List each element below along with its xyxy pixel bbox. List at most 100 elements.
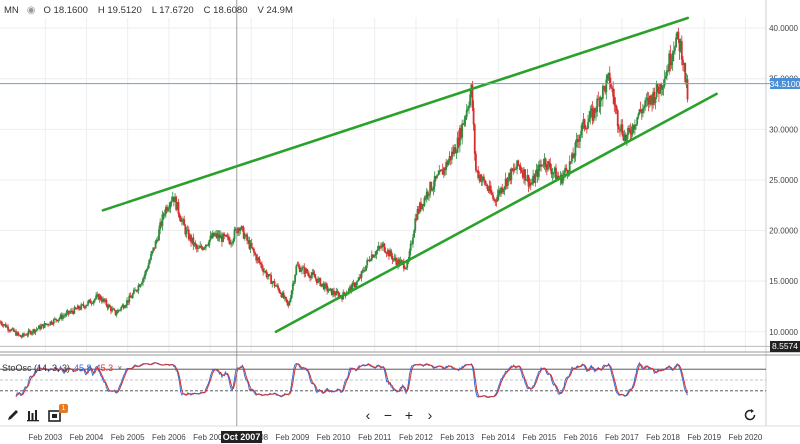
zoom-out-button[interactable]: − — [383, 407, 393, 423]
stochastic-header: StoOsc (14, 3, 3) 45.8 45.3 × — [2, 363, 122, 373]
candle-body — [517, 160, 520, 166]
candle-body — [397, 259, 400, 266]
studies-icon[interactable]: 1 — [46, 404, 68, 424]
candle-body — [92, 300, 95, 304]
candle-body — [24, 334, 27, 336]
candle-body — [389, 250, 391, 257]
candle-body — [291, 283, 294, 291]
candle-body — [599, 97, 602, 107]
candle-body — [328, 288, 331, 291]
candle-body — [322, 283, 325, 290]
candle-body — [409, 243, 412, 251]
candle-body — [106, 305, 109, 308]
candle-body — [213, 232, 215, 236]
candle-body — [437, 174, 440, 176]
candle-body — [654, 97, 657, 103]
candle-body — [532, 175, 534, 184]
candle-body — [108, 305, 111, 308]
candle-body — [289, 297, 292, 302]
eye-icon[interactable]: ◉ — [26, 4, 36, 16]
candle-body — [374, 254, 377, 256]
scroll-right-button[interactable]: › — [427, 407, 433, 423]
candle-body — [625, 135, 628, 142]
stochastic-label[interactable]: StoOsc (14, 3, 3) — [2, 363, 71, 373]
candle-body — [553, 167, 556, 173]
candle-body — [17, 332, 20, 335]
candle-body — [186, 229, 189, 231]
candle-body — [543, 158, 546, 165]
close-icon[interactable]: × — [117, 363, 123, 373]
candle-body — [676, 31, 679, 38]
candle-body — [442, 167, 445, 175]
candle-body — [297, 265, 300, 267]
candle-body — [563, 172, 565, 176]
candle-body — [453, 147, 456, 155]
candle-body — [620, 124, 623, 131]
candle-body — [200, 245, 203, 248]
candle-body — [25, 334, 28, 336]
candle-body — [168, 207, 171, 209]
candle-body — [208, 239, 211, 245]
candle-body — [354, 285, 357, 288]
candle-body — [114, 310, 117, 315]
indicators-icon[interactable] — [24, 406, 42, 424]
candle-body — [138, 285, 141, 287]
candle-body — [190, 235, 192, 243]
candle-body — [36, 328, 39, 330]
candle-body — [360, 271, 363, 278]
high-value: H 19.5120 — [97, 4, 142, 16]
x-axis: Feb 2003 Feb 2004 Feb 2005 Feb 2006 Feb 2007… — [28, 433, 762, 442]
candle-body — [281, 292, 284, 298]
zoom-in-button[interactable]: + — [404, 407, 414, 423]
x-tick-label: Feb 2004 — [70, 433, 104, 442]
candle-body — [492, 194, 494, 199]
candle-body — [581, 123, 584, 131]
candle-body — [577, 140, 580, 142]
candle-body — [11, 328, 14, 330]
candle-body — [172, 196, 175, 203]
x-tick-label: Feb 2005 — [111, 433, 145, 442]
candle-body — [366, 260, 369, 266]
candle-body — [381, 244, 383, 248]
candle-body — [511, 168, 514, 171]
candle-body — [137, 285, 140, 291]
candle-body — [170, 200, 173, 203]
candle-body — [287, 303, 290, 306]
candle-body — [388, 250, 390, 257]
candle-body — [102, 298, 104, 302]
candle-body — [666, 70, 668, 76]
scroll-left-button[interactable]: ‹ — [365, 407, 371, 423]
candle-body — [124, 305, 127, 307]
candle-body — [265, 271, 268, 277]
candle-body — [662, 85, 665, 87]
candle-body — [121, 305, 124, 307]
candle-body — [600, 97, 603, 99]
candle-body — [638, 109, 641, 115]
candle-body — [393, 257, 396, 259]
y-tick-label: 20.0000 — [769, 227, 798, 236]
candle-body — [361, 270, 364, 272]
candle-body — [621, 124, 624, 135]
candle-body — [194, 243, 197, 246]
candle-body — [587, 122, 589, 129]
candle-body — [549, 163, 552, 170]
reset-icon[interactable] — [741, 406, 759, 424]
candle-body — [449, 156, 452, 160]
candle-body — [637, 114, 640, 118]
candle-body — [26, 334, 29, 336]
candle-body — [428, 194, 430, 196]
candle-body — [71, 310, 73, 312]
candle-body — [414, 218, 417, 231]
candle-body — [32, 329, 35, 333]
candle-body — [33, 329, 36, 333]
candle-body — [192, 237, 195, 246]
pencil-icon[interactable] — [4, 406, 22, 424]
candle-body — [310, 275, 313, 279]
candle-body — [518, 165, 521, 166]
candle-body — [111, 308, 114, 312]
candle-body — [15, 331, 17, 336]
channel-line-lower — [274, 92, 718, 334]
candle-body — [132, 289, 135, 294]
symbol-label[interactable]: MN — [4, 4, 19, 16]
